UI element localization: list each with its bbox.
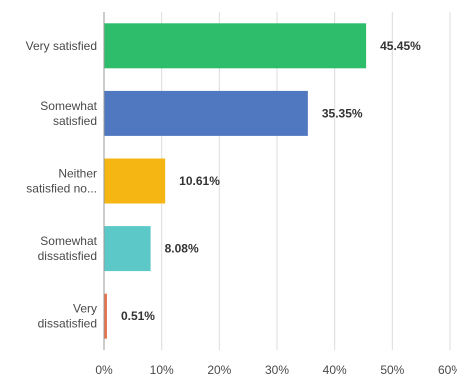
- value-label: 45.45%: [380, 39, 421, 53]
- bar: [104, 226, 151, 272]
- x-tick-label: 20%: [207, 363, 231, 377]
- category-labels: Very satisfiedSomewhatsatisfiedNeithersa…: [26, 39, 98, 331]
- x-tick-label: 60%: [438, 363, 457, 377]
- value-label: 35.35%: [322, 106, 363, 120]
- category-label: Very satisfied: [26, 39, 97, 53]
- category-label: dissatisfied: [38, 249, 97, 263]
- category-label: dissatisfied: [38, 317, 97, 331]
- bar: [104, 90, 308, 136]
- x-axis-ticks: 0% 10% 20% 30% 40% 50% 60%: [95, 363, 457, 377]
- bar: [104, 293, 107, 339]
- value-label: 0.51%: [121, 309, 155, 323]
- bar: [104, 158, 166, 204]
- x-tick-label: 40%: [323, 363, 347, 377]
- x-tick-label: 30%: [265, 363, 289, 377]
- x-tick-label: 0%: [95, 363, 113, 377]
- x-tick-label: 50%: [380, 363, 404, 377]
- bar: [104, 23, 367, 69]
- category-label: Somewhat: [40, 99, 97, 113]
- grid-lines: [161, 12, 451, 350]
- category-label: Neither: [58, 167, 97, 181]
- value-label: 10.61%: [179, 174, 220, 188]
- bars: [104, 23, 367, 339]
- value-label: 8.08%: [165, 242, 199, 256]
- value-labels: 45.45% 35.35% 10.61% 8.08% 0.51%: [121, 39, 421, 323]
- category-label: Somewhat: [40, 234, 97, 248]
- x-tick-label: 10%: [150, 363, 174, 377]
- category-label: satisfied: [53, 114, 97, 128]
- category-label: Very: [73, 302, 97, 316]
- category-label: satisfied no...: [26, 182, 97, 196]
